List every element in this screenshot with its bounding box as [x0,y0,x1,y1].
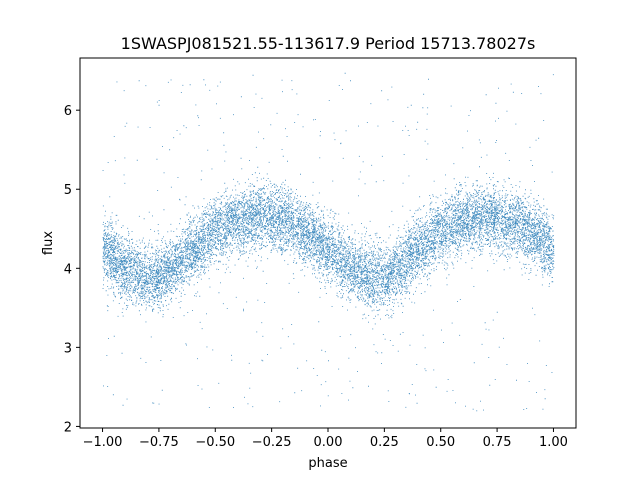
x-tick-label: 0.50 [426,435,455,450]
x-tick-label: 0.25 [370,435,399,450]
y-tick-label: 6 [64,104,72,119]
scatter-points [102,72,555,412]
y-tick-label: 2 [64,420,72,435]
x-tick-label: −0.75 [139,435,179,450]
plot-frame [79,57,577,429]
x-tick-label: −0.50 [195,435,235,450]
y-tick-label: 3 [64,341,72,356]
x-tick-label: 1.00 [539,435,568,450]
scatter-point-cloud [102,72,555,412]
chart-title: 1SWASPJ081521.55-113617.9 Period 15713.7… [121,34,536,53]
y-tick-label: 5 [64,183,72,198]
y-axis-label: flux [41,231,56,255]
x-tick-label: 0.00 [314,435,343,450]
x-axis-ticks: −1.00 −0.75 −0.50 −0.25 0.00 0.25 0.50 0.75 1.00 [83,428,568,450]
y-axis-ticks: 2 3 4 5 6 [64,104,80,435]
x-tick-label: −0.25 [252,435,292,450]
x-tick-label: 0.75 [483,435,512,450]
x-axis-label: phase [308,456,347,471]
x-tick-label: −1.00 [83,435,123,450]
y-tick-label: 4 [64,262,72,277]
